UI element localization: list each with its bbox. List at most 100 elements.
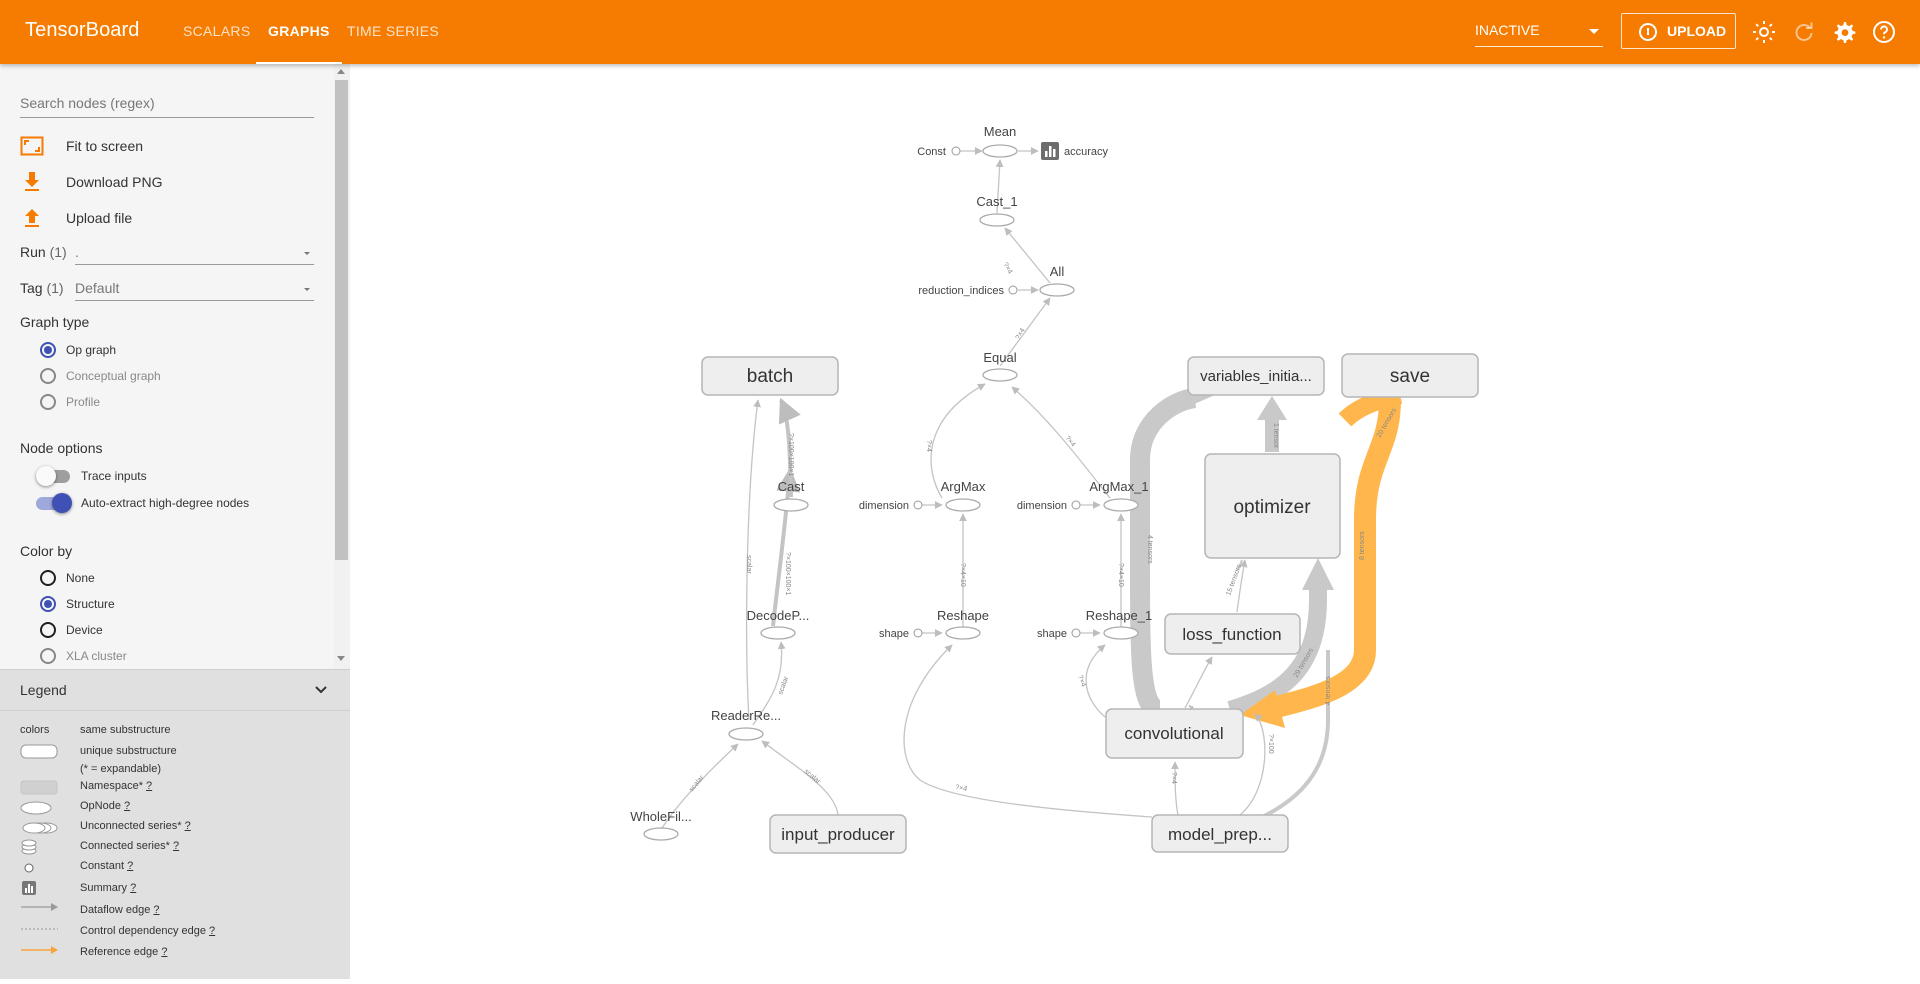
legend-title[interactable]: Legend xyxy=(20,682,67,698)
const-reduction-indices[interactable]: reduction_indices xyxy=(918,285,1018,297)
edge-label: ?×100×100×1 xyxy=(787,433,794,477)
edge-label: ?×4×10 xyxy=(959,563,966,587)
op-label: WholeFil... xyxy=(630,809,691,824)
chevron-down-icon[interactable] xyxy=(314,683,328,697)
radio-label: Profile xyxy=(66,395,101,409)
scroll-down-arrow-icon[interactable] xyxy=(337,656,345,661)
app-header: TensorBoard SCALARS GRAPHS TIME SERIES I… xyxy=(0,0,1920,64)
edge-argmax1-equal xyxy=(1011,386,1111,499)
op-reshape[interactable]: Reshape xyxy=(937,608,989,640)
op-equal[interactable]: Equal xyxy=(982,350,1018,382)
legend-connected-series: Connected series* ? xyxy=(80,840,180,852)
edge-label: ?×4 xyxy=(955,784,968,793)
edge-inputproducer-readerre xyxy=(761,740,839,816)
edge-label: ?×4×10 xyxy=(1117,563,1124,587)
op-readerre[interactable]: ReaderRe... xyxy=(711,708,781,741)
edge-label: 4 tensors xyxy=(1325,676,1332,705)
op-argmax[interactable]: ArgMax xyxy=(941,479,986,512)
op-label: ArgMax xyxy=(941,479,986,494)
edge-label: scalar xyxy=(745,555,752,574)
tag-dropdown[interactable]: Default xyxy=(75,277,314,301)
const-label: dimension xyxy=(1017,500,1067,512)
fit-to-screen-label: Fit to screen xyxy=(66,138,144,154)
namespace-label: convolutional xyxy=(1124,724,1223,743)
legend-dataflow-edge: Dataflow edge ? xyxy=(80,904,160,916)
upload-button[interactable]: UPLOAD xyxy=(1621,13,1736,49)
namespace-loss-function[interactable]: loss_function xyxy=(1164,613,1301,655)
tab-scalars[interactable]: SCALARS xyxy=(183,23,251,39)
tab-time-series[interactable]: TIME SERIES xyxy=(347,23,439,39)
upload-button-label: UPLOAD xyxy=(1667,23,1727,39)
op-cast-1[interactable]: Cast_1 xyxy=(976,194,1018,227)
legend-panel: Legend colors same substructure unique s… xyxy=(0,669,350,979)
edge-loss-optimizer-thin xyxy=(1236,559,1248,613)
run-dropdown[interactable]: . xyxy=(75,241,314,265)
edge-label: ?×4 xyxy=(1170,772,1177,784)
edge-convolutional-optimizer xyxy=(1227,585,1327,719)
node-options-title: Node options xyxy=(20,440,103,456)
unconnected-series-swatch xyxy=(22,822,58,834)
namespace-variables-initializer[interactable]: variables_initia... xyxy=(1187,356,1325,396)
graph-svg[interactable]: ?×4 ?×4 ?×4 ?×4 ?×4×10 ?×4×10 scalar sca… xyxy=(350,64,1920,979)
const-shape-reshape[interactable]: shape xyxy=(879,628,923,640)
namespace-optimizer[interactable]: optimizer xyxy=(1204,453,1341,559)
op-reshape-1[interactable]: Reshape_1 xyxy=(1086,608,1153,640)
const-shape-reshape1[interactable]: shape xyxy=(1037,628,1081,640)
graph-canvas[interactable]: ?×4 ?×4 ?×4 ?×4 ?×4×10 ?×4×10 scalar sca… xyxy=(350,64,1920,979)
legend-unconnected-series: Unconnected series* ? xyxy=(80,820,191,832)
legend-divider xyxy=(0,710,350,711)
opnode-swatch xyxy=(20,801,52,815)
op-mean[interactable]: Mean xyxy=(982,124,1018,158)
edge-decodep-cast xyxy=(771,467,801,627)
op-all[interactable]: All xyxy=(1039,264,1075,297)
const-dimension-argmax[interactable]: dimension xyxy=(859,500,923,512)
radio-circle xyxy=(40,368,56,384)
edge-modelprep-loss xyxy=(1239,713,1266,816)
namespace-input-producer[interactable]: input_producer xyxy=(769,814,907,854)
edge-wholefil-readerre xyxy=(661,743,739,829)
op-label: Cast xyxy=(778,479,805,494)
dataflow-edge-swatch xyxy=(21,903,58,911)
const-dimension-argmax1[interactable]: dimension xyxy=(1017,500,1081,512)
const-const[interactable]: Const xyxy=(917,146,961,158)
op-wholefil[interactable]: WholeFil... xyxy=(630,809,692,841)
namespace-batch[interactable]: batch xyxy=(701,356,839,396)
radio-circle xyxy=(40,570,56,586)
status-select[interactable]: INACTIVE xyxy=(1475,19,1603,47)
namespace-convolutional[interactable]: convolutional xyxy=(1105,708,1244,759)
sidebar-controls: Search nodes (regex) Fit to screen Downl… xyxy=(0,64,350,669)
settings-icon[interactable] xyxy=(1832,20,1856,44)
op-decodep[interactable]: DecodeP... xyxy=(747,608,810,640)
graph-type-title: Graph type xyxy=(20,314,90,330)
op-label: Reshape xyxy=(937,608,989,623)
legend-summary: Summary ? xyxy=(80,882,137,894)
radio-label: None xyxy=(66,571,95,585)
summary-accuracy[interactable]: accuracy xyxy=(1041,142,1109,160)
edge-modelprep-reshape xyxy=(903,644,1153,818)
legend-constant: Constant ? xyxy=(80,860,134,872)
theme-toggle-icon[interactable] xyxy=(1752,20,1776,44)
sidebar-scroll-thumb[interactable] xyxy=(335,80,348,560)
reload-icon[interactable] xyxy=(1792,20,1816,44)
help-icon[interactable] xyxy=(1872,20,1896,44)
summary-label: accuracy xyxy=(1064,146,1109,158)
namespace-model-prep[interactable]: model_prep... xyxy=(1151,814,1289,853)
tab-graphs[interactable]: GRAPHS xyxy=(256,0,342,64)
op-cast[interactable]: Cast xyxy=(773,479,809,512)
scroll-up-arrow-icon[interactable] xyxy=(337,69,345,74)
namespace-swatch xyxy=(20,780,58,795)
edge-convolutional-loss xyxy=(1184,656,1213,709)
edge-arrowhead xyxy=(1240,690,1285,728)
edge-label: ?×100×100×1 xyxy=(784,552,791,596)
op-label: ReaderRe... xyxy=(711,708,781,723)
legend-colors-label: colors xyxy=(20,724,50,736)
edge-label: scalar xyxy=(777,675,790,696)
chevron-down-icon xyxy=(304,252,310,255)
control-dependency-edge-swatch xyxy=(21,928,58,930)
const-label: reduction_indices xyxy=(918,285,1004,297)
edge-convolutional-reshape1 xyxy=(1085,644,1106,718)
namespace-save[interactable]: save xyxy=(1341,353,1479,398)
search-nodes-input[interactable]: Search nodes (regex) xyxy=(20,90,314,118)
op-argmax-1[interactable]: ArgMax_1 xyxy=(1089,479,1149,512)
edge-arrowhead xyxy=(1257,396,1287,420)
